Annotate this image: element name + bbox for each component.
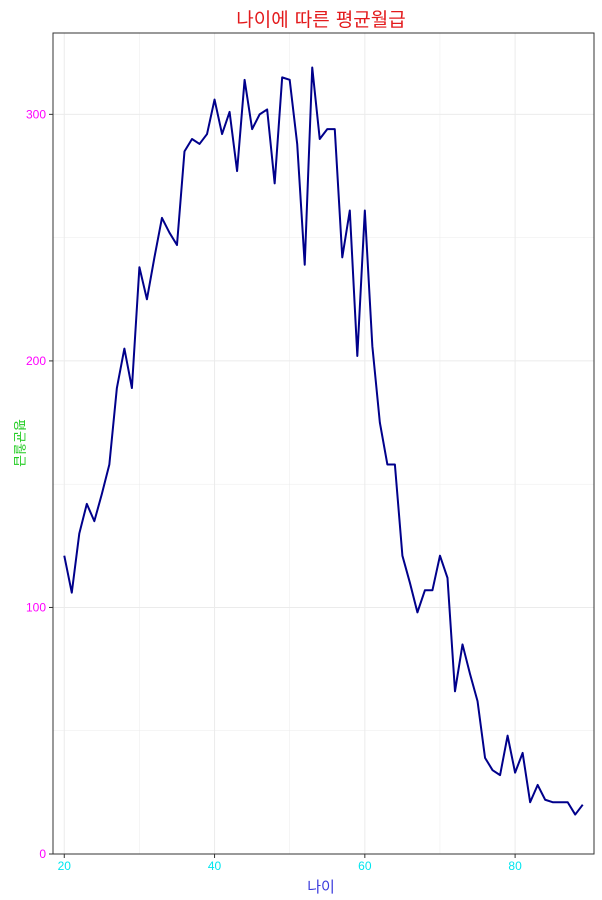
series-line	[63, 66, 584, 816]
y-tick-label: 100	[26, 600, 46, 614]
y-tick-label: 0	[39, 847, 46, 861]
x-tick-label: 80	[508, 859, 522, 873]
grid-lines	[53, 33, 594, 855]
y-tick-label: 300	[26, 107, 46, 121]
y-axis-tick-labels: 0 100 200 300	[26, 107, 46, 861]
y-tick-label: 200	[26, 354, 46, 368]
chart-title: 나이에 따른 평균월급	[236, 9, 405, 31]
panel-border	[52, 32, 595, 855]
x-axis-tick-labels: 20 40 60 80	[58, 859, 523, 873]
y-axis-title: 평균월급	[11, 419, 26, 467]
x-tick-label: 60	[358, 859, 372, 873]
x-tick-label: 20	[58, 859, 72, 873]
x-tick-label: 40	[208, 859, 222, 873]
x-axis-title: 나이	[307, 878, 335, 896]
tick-marks	[49, 113, 516, 858]
